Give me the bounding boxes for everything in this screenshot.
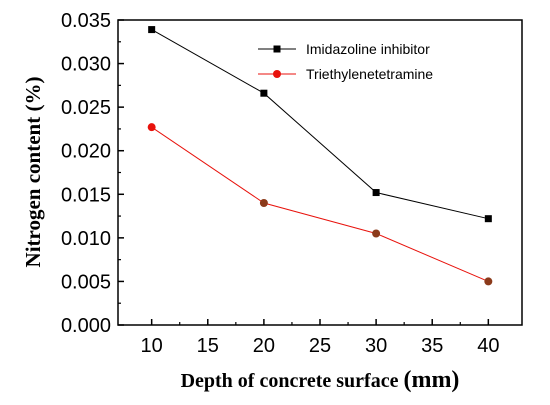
y-tick-label: 0.000 bbox=[61, 315, 111, 337]
axis-ticks: 10 15 20 25 30 35 40 0.000 0.005 0.010 0.015 0.020 0… bbox=[61, 10, 500, 357]
y-tick-label: 0.035 bbox=[61, 10, 111, 32]
x-axis-title: Depth of concrete surface (mm) bbox=[181, 367, 460, 393]
x-tick-label: 15 bbox=[197, 335, 219, 357]
data-point bbox=[372, 189, 380, 197]
y-tick-label: 0.030 bbox=[61, 54, 111, 76]
series-1 bbox=[148, 26, 492, 223]
y-tick-label: 0.015 bbox=[61, 184, 111, 206]
series-line bbox=[151, 29, 489, 220]
legend-label: Imidazoline inhibitor bbox=[306, 41, 430, 57]
data-point bbox=[484, 215, 492, 223]
x-tick-label: 10 bbox=[141, 335, 163, 357]
data-point bbox=[148, 26, 156, 34]
data-point bbox=[260, 89, 268, 97]
x-axis-title-main: Depth of concrete surface bbox=[181, 370, 404, 392]
data-point bbox=[372, 229, 381, 238]
y-tick-label: 0.025 bbox=[61, 97, 111, 119]
legend-marker bbox=[273, 70, 281, 78]
y-tick-label: 0.005 bbox=[61, 271, 111, 293]
legend-marker bbox=[273, 45, 281, 53]
x-tick-label: 30 bbox=[365, 335, 387, 357]
series-line bbox=[151, 126, 489, 282]
legend: Imidazoline inhibitor Triethylenetetramin… bbox=[258, 41, 433, 82]
x-tick-label: 20 bbox=[253, 335, 275, 357]
x-tick-label: 25 bbox=[309, 335, 331, 357]
x-tick-label: 40 bbox=[477, 335, 499, 357]
data-point bbox=[484, 277, 493, 286]
data-point bbox=[147, 123, 156, 132]
y-tick-label: 0.020 bbox=[61, 141, 111, 163]
y-tick-label: 0.010 bbox=[61, 228, 111, 250]
legend-label: Triethylenetetramine bbox=[306, 66, 433, 82]
x-tick-label: 35 bbox=[421, 335, 443, 357]
x-axis-title-unit: (mm) bbox=[403, 367, 459, 393]
data-point bbox=[259, 199, 268, 207]
y-axis-title: Nitrogen content (%) bbox=[21, 77, 45, 268]
series-layer bbox=[147, 26, 493, 286]
series-2 bbox=[147, 123, 493, 286]
